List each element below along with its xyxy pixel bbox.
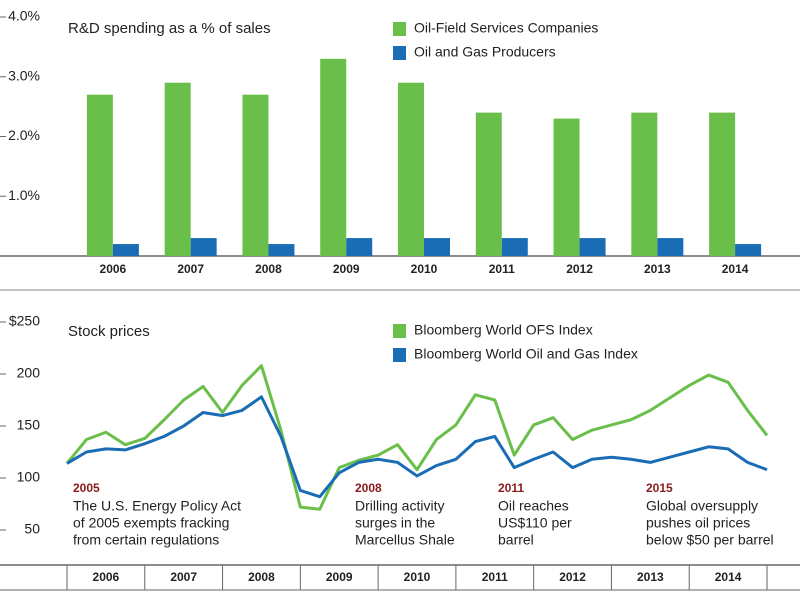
y-tick-label: 50 xyxy=(24,521,40,537)
x-tick-label: 2008 xyxy=(255,262,282,276)
bar xyxy=(346,238,373,256)
bar xyxy=(501,238,528,256)
x-tick-label: 2012 xyxy=(566,262,593,276)
legend-label: Oil and Gas Producers xyxy=(414,44,556,60)
legend-swatch xyxy=(393,22,406,36)
bar xyxy=(112,244,139,256)
chart-title: Stock prices xyxy=(68,323,150,340)
chart-title: R&D spending as a % of sales xyxy=(68,20,271,37)
x-tick-label: 2007 xyxy=(177,262,204,276)
y-tick-label: 2.0% xyxy=(8,127,40,143)
y-tick-label: 150 xyxy=(17,417,41,433)
y-tick-label: $250 xyxy=(9,313,40,329)
y-tick-label: 3.0% xyxy=(8,67,40,83)
x-tick-label: 2010 xyxy=(404,570,431,584)
legend-swatch xyxy=(393,46,406,60)
annotation-text: barrel xyxy=(498,532,534,548)
bar xyxy=(709,112,736,256)
x-tick-label: 2009 xyxy=(333,262,360,276)
x-tick-label: 2013 xyxy=(644,262,671,276)
bar xyxy=(475,112,502,256)
legend-label: Oil-Field Services Companies xyxy=(414,20,598,36)
annotation-year: 2005 xyxy=(73,481,100,495)
bar xyxy=(553,118,580,256)
annotation-year: 2015 xyxy=(646,481,673,495)
bar xyxy=(657,238,684,256)
x-tick-label: 2011 xyxy=(482,570,508,584)
bar xyxy=(631,112,658,256)
x-tick-label: 2007 xyxy=(170,570,197,584)
annotation-year: 2008 xyxy=(355,481,382,495)
bar xyxy=(268,244,295,256)
annotation-text: below $50 per barrel xyxy=(646,532,774,548)
x-tick-label: 2009 xyxy=(326,570,353,584)
x-tick-label: 2006 xyxy=(93,570,120,584)
annotation-text: Oil reaches xyxy=(498,498,569,514)
bar xyxy=(242,94,269,256)
bar xyxy=(579,238,606,256)
line-series xyxy=(66,395,768,499)
x-tick-label: 2011 xyxy=(489,262,515,276)
x-tick-label: 2006 xyxy=(100,262,127,276)
legend-label: Bloomberg World Oil and Gas Index xyxy=(414,346,638,362)
legend-swatch xyxy=(393,324,406,338)
line-series xyxy=(65,364,769,511)
y-tick-label: 200 xyxy=(17,365,41,381)
annotation-text: US$110 per xyxy=(498,515,572,531)
bar xyxy=(735,244,762,256)
legend-swatch xyxy=(393,348,406,362)
bar xyxy=(398,82,424,256)
x-tick-label: 2014 xyxy=(722,262,749,276)
x-tick-label: 2012 xyxy=(559,570,586,584)
annotation-text: pushes oil prices xyxy=(646,515,750,531)
legend-label: Bloomberg World OFS Index xyxy=(414,322,593,338)
bar xyxy=(86,94,113,256)
annotation-text: of 2005 exempts fracking xyxy=(73,515,229,531)
annotation-text: Drilling activity xyxy=(355,498,444,514)
annotation-text: surges in the xyxy=(355,515,435,531)
annotation-text: The U.S. Energy Policy Act xyxy=(73,498,241,514)
annotation-text: Marcellus Shale xyxy=(355,532,455,548)
bar xyxy=(190,238,217,256)
x-tick-label: 2013 xyxy=(637,570,664,584)
annotation-text: Global oversupply xyxy=(646,498,758,514)
y-tick-label: 100 xyxy=(17,469,41,485)
x-tick-label: 2010 xyxy=(411,262,438,276)
bar xyxy=(164,82,191,256)
bar xyxy=(424,238,450,256)
annotation-text: from certain regulations xyxy=(73,532,219,548)
x-tick-label: 2014 xyxy=(715,570,742,584)
y-tick-label: 1.0% xyxy=(8,187,40,203)
bar xyxy=(320,58,347,257)
x-tick-label: 2008 xyxy=(248,570,275,584)
annotation-year: 2011 xyxy=(498,481,524,495)
y-tick-label: 4.0% xyxy=(8,8,40,24)
